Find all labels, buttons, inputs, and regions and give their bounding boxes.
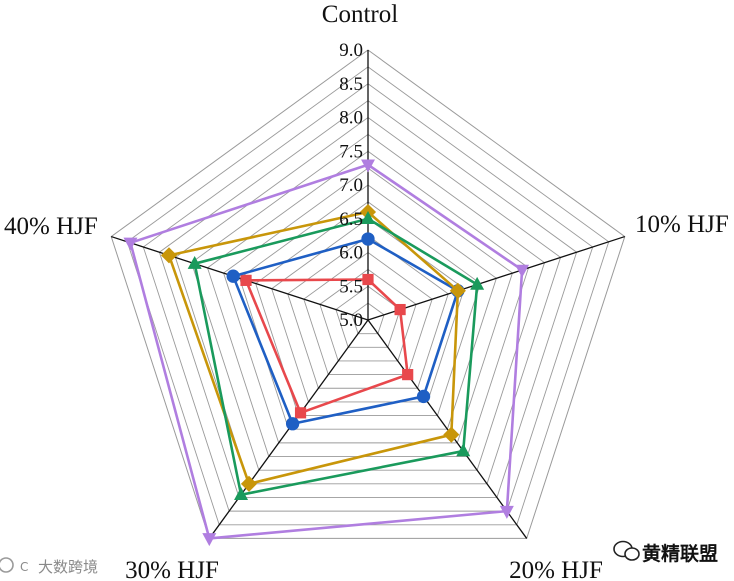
series-green-point-3 <box>234 487 249 500</box>
watermark-left: C 大数跨境 <box>0 557 98 576</box>
grid-ring-9 <box>206 150 530 457</box>
series-green-line <box>193 217 479 497</box>
series-green-point-2 <box>456 443 471 457</box>
series-red-point-0 <box>362 273 374 286</box>
series-blue-line <box>231 237 460 426</box>
series-gold-point-4 <box>160 247 178 264</box>
axis-spoke-2 <box>367 319 528 539</box>
series-green-point-1 <box>470 276 485 290</box>
axis-label-2: 20% HJF <box>509 557 603 581</box>
series-purple-point-0 <box>361 159 375 173</box>
grid-ring-5 <box>271 218 465 403</box>
series-purple-point-1 <box>515 264 530 278</box>
axis-label-4: 40% HJF <box>4 213 98 240</box>
axis-spoke-3 <box>208 319 369 539</box>
axis-label-3: 30% HJF <box>125 557 219 581</box>
series-green-point-4 <box>187 255 202 269</box>
axis-label-0: Control <box>322 1 398 28</box>
tick-labels: 5.0 5.5 6.0 6.5 7.0 7.5 8.0 8.5 9.0 <box>339 40 363 331</box>
grid-ring-6 <box>255 201 481 417</box>
series-red-point-4 <box>240 274 252 286</box>
series-purple-point-4 <box>123 237 138 251</box>
series-red-point-2 <box>402 369 414 381</box>
tick-label-2: 6.0 <box>339 243 363 264</box>
grid-ring-7 <box>239 184 497 430</box>
tick-label-7: 8.5 <box>339 74 363 95</box>
axis-labels: Control 10% HJF 20% HJF 30% HJF 40% HJF <box>4 1 729 581</box>
grid-ring-8 <box>223 167 513 444</box>
axis-label-1: 10% HJF <box>635 211 729 238</box>
grid-layer <box>110 49 626 539</box>
wechat-icon <box>613 540 640 561</box>
series-red-point-3 <box>294 407 307 419</box>
watermark-left-text: 大数跨境 <box>38 558 98 576</box>
series-purple-line <box>129 163 524 540</box>
grid-ring-2 <box>319 268 417 362</box>
series-purple-point-2 <box>499 505 514 519</box>
series-red <box>240 273 414 419</box>
grid-ring-13 <box>142 83 594 512</box>
tick-label-8: 9.0 <box>339 40 363 61</box>
tick-label-3: 6.5 <box>339 209 363 230</box>
grid-ring-11 <box>174 116 562 485</box>
series-purple-point-3 <box>202 533 217 547</box>
series-blue-point-2 <box>416 389 431 404</box>
series-layer <box>123 159 530 547</box>
series-blue-point-0 <box>361 232 375 246</box>
series-gold-point-3 <box>240 475 258 492</box>
series-red-point-1 <box>394 303 406 316</box>
series-purple <box>123 159 530 547</box>
grid-ring-3 <box>303 251 433 376</box>
spoke-layer <box>111 50 625 539</box>
series-gold-line <box>167 210 460 486</box>
grid-ring-0 <box>351 302 385 335</box>
series-gold-point-2 <box>443 426 460 443</box>
series-blue-point-4 <box>226 269 240 283</box>
axis-spoke-4 <box>111 235 369 321</box>
series-green <box>187 211 485 500</box>
svg-text:C: C <box>20 560 28 574</box>
tick-label-1: 5.5 <box>339 276 363 297</box>
tick-label-4: 7.0 <box>339 175 363 196</box>
axis-spoke-1 <box>367 235 625 321</box>
series-gold <box>160 203 466 492</box>
series-green-point-0 <box>361 211 375 224</box>
watermark-right-text: 黄精联盟 <box>642 542 718 565</box>
tick-label-6: 8.0 <box>339 108 363 129</box>
tick-label-0: 5.0 <box>339 310 363 331</box>
watermark-logo-icon: C <box>0 557 28 574</box>
series-gold-point-1 <box>449 282 466 299</box>
tick-label-5: 7.5 <box>339 141 363 162</box>
watermark-right: 黄精联盟 <box>613 540 718 565</box>
series-blue-point-3 <box>285 417 300 431</box>
grid-ring-12 <box>158 100 578 498</box>
grid-ring-15 <box>110 49 626 539</box>
